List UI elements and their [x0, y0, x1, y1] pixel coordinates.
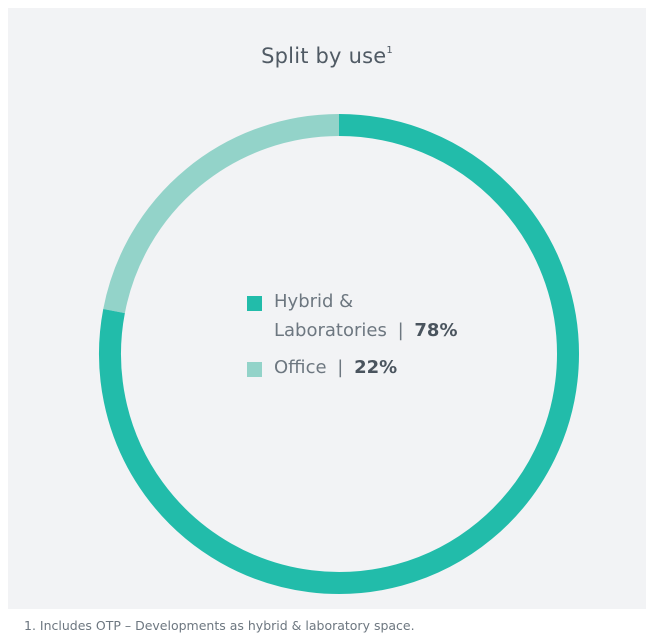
donut-slice-office	[103, 114, 340, 314]
legend-item-hybrid: Hybrid & Laboratories | 78%	[274, 290, 458, 343]
legend-label-hybrid-line1: Hybrid &	[274, 291, 354, 312]
legend-item-office: Office | 22%	[274, 356, 397, 380]
legend-separator-hybrid: |	[397, 320, 404, 341]
legend-swatch-office	[247, 362, 262, 377]
legend-label-hybrid-line2-text: Laboratories	[274, 320, 387, 341]
chart-title: Split by use1	[0, 44, 654, 68]
legend-swatch-hybrid	[247, 296, 262, 311]
title-footnote-marker: 1	[386, 45, 393, 56]
footnote: 1. Includes OTP – Developments as hybrid…	[24, 618, 415, 633]
legend-separator-office: |	[337, 357, 344, 378]
legend-label-office: Office	[274, 357, 327, 378]
legend-value-office: 22%	[354, 357, 398, 378]
chart-title-text: Split by use	[261, 44, 387, 68]
legend-label-hybrid-line2: Laboratories | 78%	[274, 319, 458, 343]
legend-value-hybrid: 78%	[414, 320, 458, 341]
donut-slice-hybrid-laboratories	[99, 114, 579, 594]
